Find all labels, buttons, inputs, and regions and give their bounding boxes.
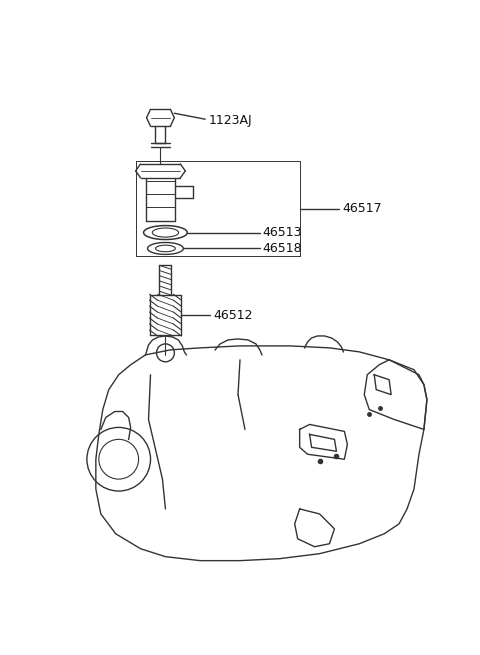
Text: 46518: 46518: [263, 242, 302, 255]
Text: 46513: 46513: [263, 226, 302, 239]
Text: 46512: 46512: [213, 309, 252, 322]
Text: 1123AJ: 1123AJ: [208, 114, 252, 126]
Text: 46517: 46517: [342, 202, 382, 215]
